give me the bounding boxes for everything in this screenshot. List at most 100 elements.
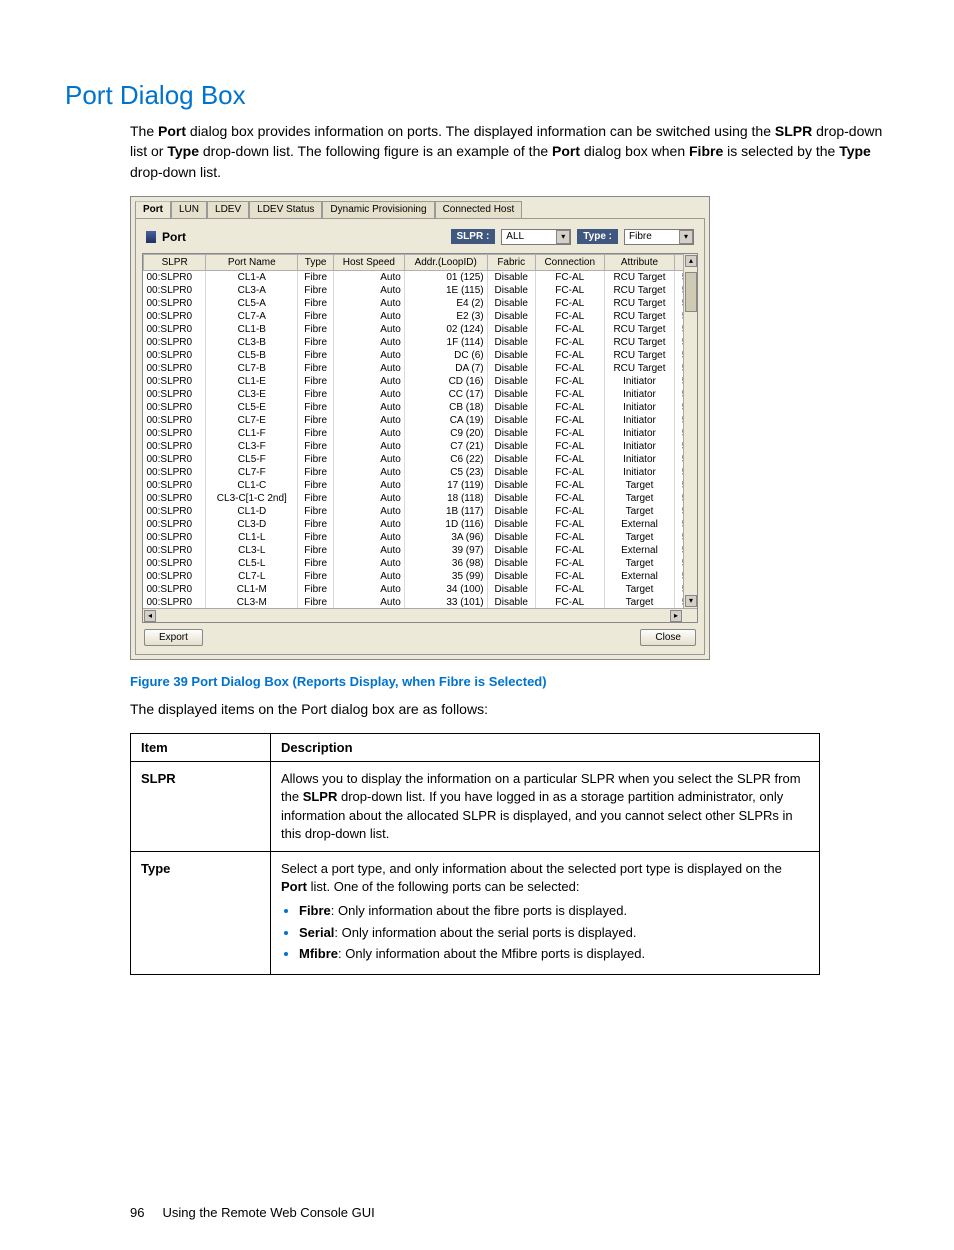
table-cell: Disable xyxy=(487,362,535,375)
table-cell: 00:SLPR0 xyxy=(144,492,206,505)
scroll-up-icon[interactable]: ▴ xyxy=(685,255,697,267)
tab-dynamic-provisioning[interactable]: Dynamic Provisioning xyxy=(322,201,434,218)
desc-bullets: Fibre: Only information about the fibre … xyxy=(281,902,809,963)
table-row[interactable]: 00:SLPR0CL5-EFibreAutoCB (18)DisableFC-A… xyxy=(144,401,697,414)
table-row[interactable]: 00:SLPR0CL3-FFibreAutoC7 (21)DisableFC-A… xyxy=(144,440,697,453)
table-cell: Fibre xyxy=(298,479,334,492)
table-row[interactable]: 00:SLPR0CL3-BFibreAuto1F (114)DisableFC-… xyxy=(144,336,697,349)
table-row[interactable]: 00:SLPR0CL5-FFibreAutoC6 (22)DisableFC-A… xyxy=(144,453,697,466)
scroll-thumb[interactable] xyxy=(685,272,697,312)
table-row[interactable]: 00:SLPR0CL1-FFibreAutoC9 (20)DisableFC-A… xyxy=(144,427,697,440)
table-cell: 34 (100) xyxy=(404,583,487,596)
scroll-right-icon[interactable]: ▸ xyxy=(670,610,682,622)
table-row[interactable]: 00:SLPR0CL7-LFibreAuto35 (99)DisableFC-A… xyxy=(144,570,697,583)
column-header[interactable]: Addr.(LoopID) xyxy=(404,254,487,270)
table-cell: RCU Target xyxy=(604,323,675,336)
table-cell: C7 (21) xyxy=(404,440,487,453)
table-cell: Fibre xyxy=(298,336,334,349)
scroll-left-icon[interactable]: ◂ xyxy=(144,610,156,622)
table-cell: 02 (124) xyxy=(404,323,487,336)
table-row[interactable]: 00:SLPR0CL1-EFibreAutoCD (16)DisableFC-A… xyxy=(144,375,697,388)
table-cell: 3A (96) xyxy=(404,531,487,544)
table-cell: Target xyxy=(604,531,675,544)
table-row[interactable]: 00:SLPR0CL5-AFibreAutoE4 (2)DisableFC-AL… xyxy=(144,297,697,310)
table-row[interactable]: 00:SLPR0CL7-AFibreAutoE2 (3)DisableFC-AL… xyxy=(144,310,697,323)
column-header[interactable]: Fabric xyxy=(487,254,535,270)
chevron-down-icon[interactable]: ▾ xyxy=(556,230,570,244)
table-cell: CL1-A xyxy=(206,270,298,284)
table-cell: CL5-F xyxy=(206,453,298,466)
table-row[interactable]: 00:SLPR0CL5-BFibreAutoDC (6)DisableFC-AL… xyxy=(144,349,697,362)
table-cell: Auto xyxy=(333,622,404,623)
table-cell: Disable xyxy=(487,544,535,557)
table-cell: 00:SLPR0 xyxy=(144,583,206,596)
table-row[interactable]: 00:SLPR0CL3-LFibreAuto39 (97)DisableFC-A… xyxy=(144,544,697,557)
table-cell: FC-AL xyxy=(535,583,604,596)
table-cell: 00:SLPR0 xyxy=(144,414,206,427)
table-cell: FC-AL xyxy=(535,401,604,414)
table-row[interactable]: 00:SLPR0CL7-MFibreAuto31 (103)DisableFC-… xyxy=(144,622,697,623)
column-header[interactable]: Attribute xyxy=(604,254,675,270)
close-button[interactable]: Close xyxy=(640,629,696,646)
export-button[interactable]: Export xyxy=(144,629,203,646)
table-row[interactable]: 00:SLPR0CL1-CFibreAuto17 (119)DisableFC-… xyxy=(144,479,697,492)
table-cell: FC-AL xyxy=(535,284,604,297)
tab-ldev-status[interactable]: LDEV Status xyxy=(249,201,322,218)
table-cell: CL1-D xyxy=(206,505,298,518)
table-cell: CL1-M xyxy=(206,583,298,596)
table-cell: Disable xyxy=(487,270,535,284)
type-dropdown[interactable]: Fibre ▾ xyxy=(624,229,694,245)
table-cell: Disable xyxy=(487,284,535,297)
table-row[interactable]: 00:SLPR0CL7-FFibreAutoC5 (23)DisableFC-A… xyxy=(144,466,697,479)
slpr-dropdown[interactable]: ALL ▾ xyxy=(501,229,571,245)
table-cell: Target xyxy=(604,583,675,596)
table-cell: External xyxy=(604,570,675,583)
table-row[interactable]: 00:SLPR0CL7-BFibreAutoDA (7)DisableFC-AL… xyxy=(144,362,697,375)
table-cell: Fibre xyxy=(298,270,334,284)
table-cell: Fibre xyxy=(298,505,334,518)
tab-connected-host[interactable]: Connected Host xyxy=(435,201,523,218)
desc-description: Select a port type, and only information… xyxy=(271,851,820,974)
table-row[interactable]: 00:SLPR0CL1-LFibreAuto3A (96)DisableFC-A… xyxy=(144,531,697,544)
table-row[interactable]: 00:SLPR0CL3-DFibreAuto1D (116)DisableFC-… xyxy=(144,518,697,531)
table-cell: Fibre xyxy=(298,557,334,570)
tab-port[interactable]: Port xyxy=(135,201,171,218)
table-cell: Auto xyxy=(333,388,404,401)
table-cell: Auto xyxy=(333,270,404,284)
column-header[interactable]: Host Speed xyxy=(333,254,404,270)
table-cell: Auto xyxy=(333,375,404,388)
table-cell: CL3-D xyxy=(206,518,298,531)
chevron-down-icon[interactable]: ▾ xyxy=(679,230,693,244)
table-row[interactable]: 00:SLPR0CL1-AFibreAuto01 (125)DisableFC-… xyxy=(144,270,697,284)
table-cell: E2 (3) xyxy=(404,310,487,323)
horizontal-scrollbar[interactable]: ◂ ▸ xyxy=(143,608,697,622)
table-cell: CA (19) xyxy=(404,414,487,427)
table-cell: 00:SLPR0 xyxy=(144,362,206,375)
table-cell: FC-AL xyxy=(535,479,604,492)
column-header[interactable]: Connection xyxy=(535,254,604,270)
scroll-down-icon[interactable]: ▾ xyxy=(685,595,697,607)
tab-lun[interactable]: LUN xyxy=(171,201,207,218)
table-row[interactable]: 00:SLPR0CL1-BFibreAuto02 (124)DisableFC-… xyxy=(144,323,697,336)
port-grid: SLPRPort NameTypeHost SpeedAddr.(LoopID)… xyxy=(142,253,698,623)
table-cell: Initiator xyxy=(604,427,675,440)
column-header[interactable]: SLPR xyxy=(144,254,206,270)
table-row[interactable]: 00:SLPR0CL1-MFibreAuto34 (100)DisableFC-… xyxy=(144,583,697,596)
table-row[interactable]: 00:SLPR0CL1-DFibreAuto1B (117)DisableFC-… xyxy=(144,505,697,518)
table-row[interactable]: 00:SLPR0CL3-C[1-C 2nd]FibreAuto18 (118)D… xyxy=(144,492,697,505)
table-row[interactable]: 00:SLPR0CL7-EFibreAutoCA (19)DisableFC-A… xyxy=(144,414,697,427)
table-cell: Disable xyxy=(487,388,535,401)
table-row[interactable]: 00:SLPR0CL3-AFibreAuto1E (115)DisableFC-… xyxy=(144,284,697,297)
table-cell: Fibre xyxy=(298,453,334,466)
table-cell: CL3-C[1-C 2nd] xyxy=(206,492,298,505)
vertical-scrollbar[interactable]: ▴ ▾ xyxy=(683,254,697,608)
column-header[interactable]: Port Name xyxy=(206,254,298,270)
table-cell: Fibre xyxy=(298,466,334,479)
table-cell: Fibre xyxy=(298,583,334,596)
table-row[interactable]: 00:SLPR0CL5-LFibreAuto36 (98)DisableFC-A… xyxy=(144,557,697,570)
table-cell: Auto xyxy=(333,531,404,544)
tab-ldev[interactable]: LDEV xyxy=(207,201,249,218)
table-row[interactable]: 00:SLPR0CL3-EFibreAutoCC (17)DisableFC-A… xyxy=(144,388,697,401)
column-header[interactable]: Type xyxy=(298,254,334,270)
table-cell: Fibre xyxy=(298,427,334,440)
